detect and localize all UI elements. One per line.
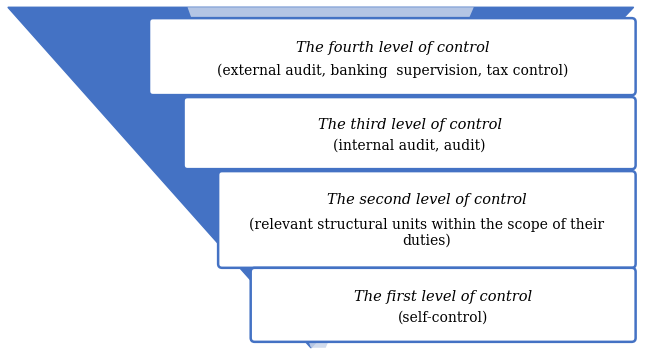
Text: The fourth level of control: The fourth level of control [296,41,489,55]
Text: The first level of control: The first level of control [354,290,532,304]
FancyBboxPatch shape [183,97,636,169]
FancyBboxPatch shape [149,18,636,95]
FancyBboxPatch shape [251,268,636,342]
Text: The third level of control: The third level of control [318,118,502,132]
Text: (self-control): (self-control) [398,311,488,325]
FancyBboxPatch shape [218,171,636,268]
Text: (relevant structural units within the scope of their
duties): (relevant structural units within the sc… [250,218,604,248]
Polygon shape [188,7,474,348]
Text: (external audit, banking  supervision, tax control): (external audit, banking supervision, ta… [216,63,568,78]
Polygon shape [8,7,634,348]
Text: (internal audit, audit): (internal audit, audit) [333,139,486,153]
Text: The second level of control: The second level of control [327,193,526,207]
